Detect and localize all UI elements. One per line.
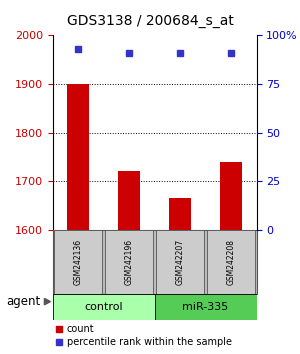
Bar: [53, 230, 103, 294]
Text: GSM242196: GSM242196: [124, 239, 134, 285]
Bar: [118, 171, 140, 230]
Text: miR-335: miR-335: [182, 302, 229, 312]
Text: GDS3138 / 200684_s_at: GDS3138 / 200684_s_at: [67, 14, 233, 28]
Bar: [206, 230, 256, 294]
Bar: [155, 230, 205, 294]
Text: control: control: [84, 302, 123, 312]
Bar: [104, 230, 154, 294]
Text: GSM242136: GSM242136: [74, 239, 82, 285]
Text: percentile rank within the sample: percentile rank within the sample: [67, 337, 232, 347]
Bar: [169, 198, 191, 230]
Text: GSM242207: GSM242207: [176, 239, 184, 285]
Bar: [154, 295, 256, 320]
Bar: [52, 295, 154, 320]
Bar: [67, 84, 89, 230]
Text: count: count: [67, 324, 94, 333]
Text: GSM242208: GSM242208: [226, 239, 236, 285]
Text: agent: agent: [6, 295, 40, 308]
Polygon shape: [44, 298, 50, 305]
Bar: [220, 162, 242, 230]
